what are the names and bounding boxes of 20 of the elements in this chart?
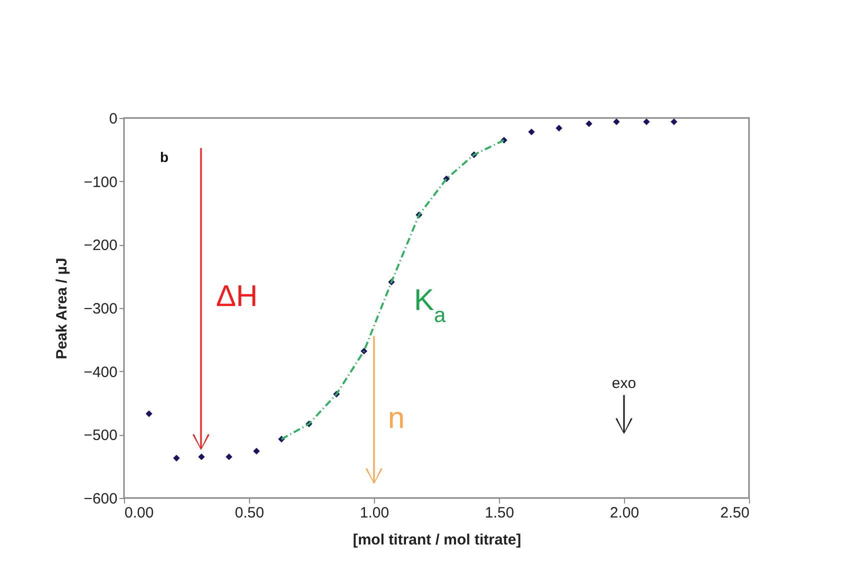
y-tick-label: −600	[84, 490, 118, 508]
annotation: n	[388, 402, 405, 435]
y-tick-label: 0	[109, 110, 118, 128]
annotation: b	[160, 149, 169, 165]
annotation: exo	[612, 375, 636, 392]
x-tick-label: 1.00	[360, 504, 390, 522]
y-tick-label: −100	[84, 174, 118, 191]
x-tick-label: 0.00	[124, 504, 154, 522]
x-tick-label: 0.50	[234, 504, 264, 522]
y-tick-label: −400	[84, 364, 118, 381]
x-tick-label: 2.50	[720, 504, 750, 522]
x-axis-title: [mol titrant / mol titrate]	[352, 532, 522, 548]
x-tick-label: 1.50	[484, 504, 514, 522]
x-tick-label: 2.00	[610, 504, 640, 522]
annotation: K$_{a}$	[414, 284, 446, 326]
y-tick-label: −500	[84, 427, 118, 444]
annotation: ΔH	[216, 280, 258, 313]
y-axis-title: Peak Area / µJ	[54, 258, 71, 360]
y-tick-label: −200	[84, 237, 118, 254]
y-tick-label: −300	[84, 300, 118, 318]
